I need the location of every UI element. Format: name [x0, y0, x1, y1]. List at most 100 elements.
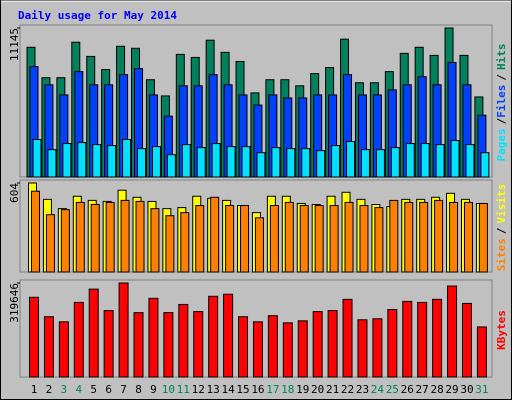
legend: Pages/Files/Hits	[495, 44, 508, 162]
bar	[434, 199, 444, 273]
x-tick-label: 21	[326, 383, 339, 396]
bar	[90, 204, 100, 273]
bar	[478, 202, 488, 273]
bar	[240, 205, 250, 273]
bar	[73, 301, 84, 378]
bar	[344, 201, 354, 273]
bar	[77, 142, 87, 178]
bar	[331, 145, 341, 178]
bar	[29, 296, 39, 378]
legend-entry: Hits	[495, 44, 508, 71]
y-tick-label: 319646	[8, 283, 21, 323]
bar	[402, 300, 413, 378]
bar	[226, 146, 236, 178]
bar	[62, 143, 72, 178]
x-tick-label: 1	[31, 383, 38, 396]
bar	[238, 316, 249, 378]
bar	[389, 199, 399, 273]
bar	[372, 318, 383, 378]
bar	[476, 326, 487, 378]
legend-separator: /	[495, 74, 508, 81]
x-tick-label: 11	[177, 383, 190, 396]
bar	[133, 312, 144, 378]
bar	[60, 209, 70, 273]
bar	[225, 205, 235, 273]
x-tick-label: 22	[341, 383, 354, 396]
bar	[88, 288, 99, 378]
bar	[316, 150, 326, 178]
bar	[107, 145, 117, 178]
bar	[103, 310, 114, 378]
x-tick-label: 10	[162, 383, 175, 396]
bar	[151, 146, 161, 178]
x-tick-label: 20	[311, 383, 324, 396]
x-tick-label: 19	[296, 383, 309, 396]
legend: KBytes	[495, 310, 508, 350]
x-tick-label: 28	[430, 383, 443, 396]
bar	[432, 298, 443, 378]
bar	[122, 138, 132, 178]
x-tick-label: 5	[90, 383, 97, 396]
bar	[297, 320, 308, 378]
x-tick-label: 27	[416, 383, 429, 396]
bar	[342, 298, 353, 378]
bar	[148, 297, 159, 378]
bar	[329, 205, 339, 273]
x-tick-label: 12	[192, 383, 205, 396]
legend-entry: Visits	[495, 184, 508, 224]
bar	[47, 149, 57, 178]
bar	[181, 144, 191, 178]
bar	[137, 148, 147, 178]
bar	[375, 149, 385, 178]
x-tick-label: 9	[150, 383, 157, 396]
x-tick-label: 26	[401, 383, 414, 396]
bar	[208, 295, 219, 378]
x-tick-label: 6	[105, 383, 112, 396]
bar	[404, 201, 414, 273]
x-tick-label: 23	[356, 383, 369, 396]
x-tick-label: 3	[61, 383, 68, 396]
x-tick-label: 30	[460, 383, 473, 396]
bar	[405, 143, 415, 178]
x-tick-label: 14	[221, 383, 235, 396]
bar	[45, 214, 55, 273]
bar	[357, 319, 368, 378]
bar	[166, 154, 176, 178]
bar	[105, 201, 115, 273]
bar	[150, 208, 160, 273]
bar	[419, 201, 429, 273]
bar	[210, 196, 220, 273]
bar	[435, 144, 445, 178]
bar	[135, 200, 145, 273]
bar	[267, 315, 278, 378]
legend-entry: Pages	[495, 128, 508, 161]
bar	[449, 201, 459, 273]
x-tick-label: 8	[135, 383, 142, 396]
bar	[387, 309, 398, 378]
bar	[346, 141, 356, 178]
legend-entry: Files	[495, 85, 508, 118]
legend-entry: Sites	[495, 238, 508, 271]
bar	[374, 207, 384, 273]
x-tick-label: 7	[120, 383, 127, 396]
legend: Sites / Visits	[495, 184, 508, 272]
x-tick-label: 2	[46, 383, 53, 396]
bar	[241, 146, 251, 178]
bar	[211, 143, 221, 178]
bar	[252, 321, 263, 378]
bar	[31, 190, 40, 273]
bar	[178, 303, 189, 378]
bar	[271, 147, 281, 178]
y-tick-label: 604	[8, 183, 21, 203]
bar	[195, 205, 205, 273]
legend-entry: KBytes	[495, 310, 508, 350]
bar	[75, 201, 85, 273]
legend-separator: /	[495, 117, 508, 124]
bar	[163, 312, 174, 378]
bar	[165, 215, 175, 273]
bar	[269, 205, 279, 273]
x-tick-label: 25	[386, 383, 399, 396]
bar	[92, 144, 102, 178]
bar	[450, 140, 460, 178]
